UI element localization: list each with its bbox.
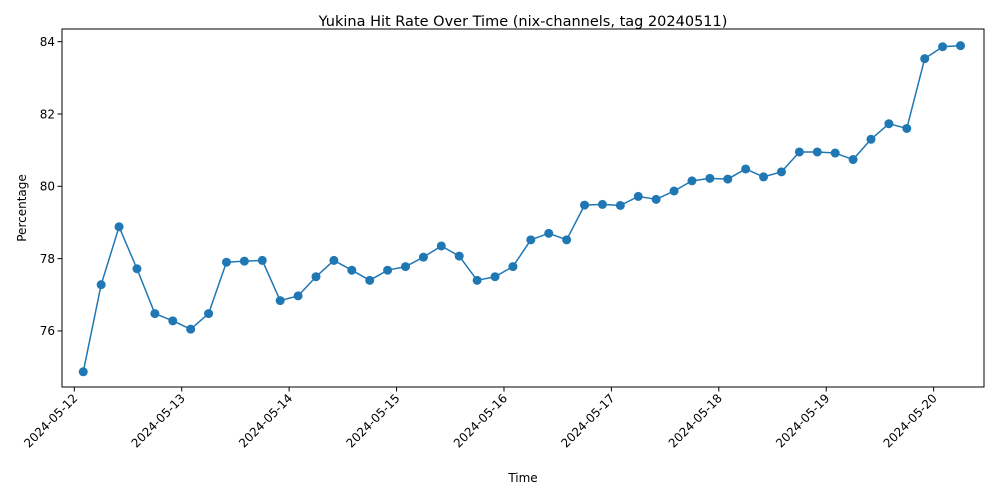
data-point xyxy=(651,194,661,204)
data-point xyxy=(311,272,321,282)
data-point xyxy=(257,255,267,265)
data-point xyxy=(562,235,572,245)
x-tick-label: 2024-05-16 xyxy=(451,391,510,450)
data-point xyxy=(365,275,375,285)
series-line xyxy=(82,44,961,372)
data-point xyxy=(812,147,822,157)
x-tick-label: 2024-05-20 xyxy=(881,391,940,450)
y-tick-label: 78 xyxy=(40,252,55,266)
data-point xyxy=(580,200,590,210)
data-point xyxy=(615,200,625,210)
data-point xyxy=(759,172,769,182)
y-axis-ticks: 76 78 80 82 84 xyxy=(40,35,62,338)
x-tick-label: 2024-05-13 xyxy=(129,391,188,450)
data-point xyxy=(848,155,858,165)
data-point xyxy=(347,265,357,275)
data-point xyxy=(544,228,554,238)
data-point xyxy=(508,262,518,272)
data-point xyxy=(401,262,411,272)
data-point xyxy=(723,174,733,184)
data-point xyxy=(329,255,339,265)
data-point xyxy=(114,222,124,232)
x-tick-label: 2024-05-12 xyxy=(21,391,80,450)
x-axis-ticks: 2024-05-12 2024-05-13 2024-05-14 2024-05-15… xyxy=(21,387,940,450)
data-point xyxy=(902,123,912,133)
plot-frame xyxy=(61,28,985,388)
data-point xyxy=(938,42,948,52)
data-point xyxy=(436,241,446,251)
data-point xyxy=(633,191,643,201)
data-point xyxy=(150,309,160,319)
data-point xyxy=(741,164,751,174)
data-point xyxy=(204,309,214,319)
y-tick-label: 80 xyxy=(40,180,55,194)
y-tick-label: 76 xyxy=(40,324,55,338)
data-point xyxy=(221,257,231,267)
data-point xyxy=(956,41,966,51)
y-tick-label: 84 xyxy=(40,35,55,49)
data-point xyxy=(597,199,607,209)
data-point xyxy=(186,324,196,334)
data-point xyxy=(78,367,88,377)
x-tick-label: 2024-05-18 xyxy=(666,391,725,450)
data-point xyxy=(490,272,500,282)
data-point xyxy=(884,119,894,129)
data-point xyxy=(526,235,536,245)
x-tick-label: 2024-05-19 xyxy=(773,391,832,450)
data-point xyxy=(418,252,428,262)
chart-title: Yukina Hit Rate Over Time (nix-channels,… xyxy=(318,14,728,30)
x-axis-label: Time xyxy=(507,471,537,485)
data-point xyxy=(275,296,285,306)
data-point xyxy=(669,186,679,196)
x-tick-label: 2024-05-15 xyxy=(343,391,402,450)
data-point xyxy=(239,256,249,266)
x-tick-label: 2024-05-14 xyxy=(236,391,295,450)
data-point xyxy=(830,148,840,158)
x-tick-label: 2024-05-17 xyxy=(558,391,617,450)
data-point xyxy=(866,134,876,144)
y-axis-label: Percentage xyxy=(15,174,29,242)
data-point xyxy=(168,316,178,326)
data-point xyxy=(472,275,482,285)
data-point xyxy=(920,54,930,64)
data-point xyxy=(383,265,393,275)
plot-area xyxy=(78,41,966,377)
data-point xyxy=(794,147,804,157)
data-point xyxy=(776,167,786,177)
data-point xyxy=(454,251,464,261)
data-point xyxy=(132,264,142,274)
data-point xyxy=(705,173,715,183)
y-tick-label: 82 xyxy=(40,107,55,121)
data-point xyxy=(293,291,303,301)
data-point xyxy=(96,280,106,290)
data-point xyxy=(687,176,697,186)
